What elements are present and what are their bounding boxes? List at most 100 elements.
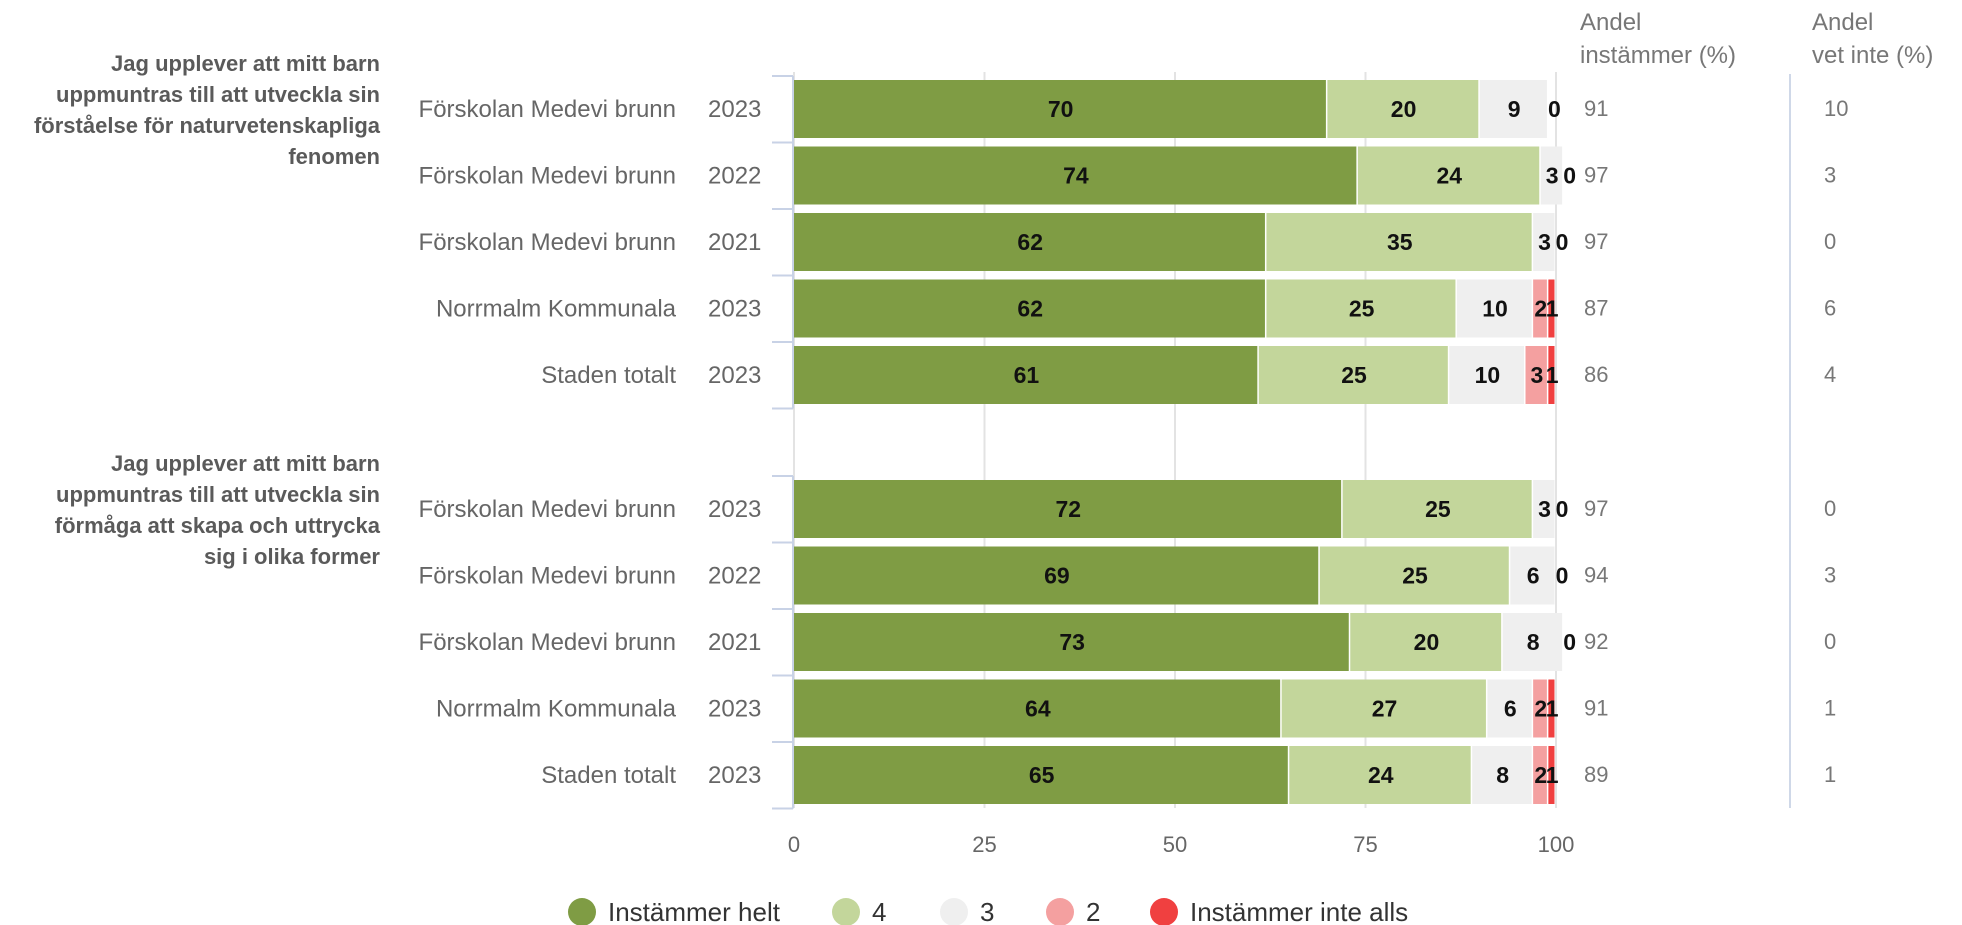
legend-label: 4 [872,897,886,925]
row-label: Förskolan Medevi brunn [419,629,676,656]
data-label: 0 [1556,229,1569,255]
dont-know-value: 0 [1824,229,1836,254]
legend-marker [568,898,596,925]
data-label: 24 [1437,163,1463,189]
data-label: 9 [1508,96,1521,122]
row-label: Förskolan Medevi brunn [419,163,676,190]
data-label: 73 [1059,629,1085,655]
row-year: 2023 [708,762,761,789]
bar-segment-2 [1357,146,1540,205]
data-label: 0 [1556,563,1569,589]
bar-segment-4 [1533,679,1547,738]
row-year: 2023 [708,296,761,323]
bar-segment-3 [1533,213,1555,271]
dont-know-value: 3 [1824,563,1836,588]
data-label: 6 [1527,563,1540,589]
data-label: 74 [1063,163,1089,189]
bar-segment-4 [1533,746,1547,804]
bar-segment-2 [1258,346,1448,404]
bar-segment-3 [1449,346,1525,404]
row-label: Norrmalm Kommunala [436,296,677,323]
legend-label: 2 [1086,897,1100,925]
bar-segment-3 [1487,679,1532,738]
data-label: 0 [1548,96,1561,122]
data-label: 8 [1527,629,1540,655]
question-label: förmåga att skapa och uttrycka [55,513,381,538]
data-label: 2 [1534,696,1547,722]
agree-column-header: Andel [1580,9,1641,36]
data-label: 1 [1546,696,1559,722]
dont-know-value: 6 [1824,296,1836,321]
x-tick-label: 50 [1163,832,1187,857]
agree-column-header: instämmer (%) [1580,42,1736,69]
data-label: 20 [1391,96,1417,122]
legend-label: 3 [980,897,994,925]
data-label: 1 [1546,362,1559,388]
x-tick-label: 25 [972,832,996,857]
row-label: Förskolan Medevi brunn [419,229,676,256]
data-label: 3 [1538,229,1551,255]
agree-value: 89 [1584,762,1608,787]
bar-segment-2 [1342,480,1532,538]
agree-value: 91 [1584,96,1608,121]
bar-segment-5 [1548,679,1555,738]
bar-segment-2 [1319,546,1509,605]
dont-know-column-header: Andel [1812,9,1873,36]
row-label: Staden totalt [541,762,676,789]
dont-know-value: 3 [1824,163,1836,188]
question-label: uppmuntras till att utveckla sin [56,82,380,107]
dont-know-value: 10 [1824,96,1848,121]
agree-value: 91 [1584,696,1608,721]
bar-segment-1 [794,279,1265,338]
bar-segment-1 [794,213,1265,271]
dont-know-column-header: vet inte (%) [1812,42,1933,69]
data-label: 0 [1563,163,1576,189]
data-label: 25 [1341,362,1367,388]
dont-know-value: 1 [1824,762,1836,787]
data-label: 10 [1475,362,1501,388]
row-year: 2023 [708,362,761,389]
data-label: 25 [1349,296,1375,322]
bar-segment-5 [1548,346,1555,404]
agree-value: 94 [1584,563,1608,588]
data-label: 62 [1017,296,1043,322]
bar-segment-1 [794,746,1288,804]
bar-segment-3 [1502,613,1563,671]
data-label: 27 [1372,696,1398,722]
bar-segment-3 [1472,746,1532,804]
x-tick-label: 0 [788,832,800,857]
bar-segment-1 [794,613,1349,671]
agree-value: 87 [1584,296,1608,321]
bar-segment-2 [1266,213,1532,271]
data-label: 35 [1387,229,1413,255]
question-label: Jag upplever att mitt barn [111,451,380,476]
data-label: 69 [1044,563,1070,589]
row-label: Förskolan Medevi brunn [419,496,676,523]
question-label: Jag upplever att mitt barn [111,51,380,76]
bar-segment-2 [1289,746,1471,804]
bar-segment-3 [1540,146,1563,205]
bar-segment-1 [794,480,1342,538]
row-year: 2021 [708,629,761,656]
dont-know-value: 0 [1824,496,1836,521]
bar-segment-1 [794,80,1326,138]
bar-segment-3 [1510,546,1555,605]
legend-label: Instämmer inte alls [1190,897,1408,925]
data-label: 0 [1556,496,1569,522]
bar-segment-2 [1350,613,1502,671]
row-year: 2022 [708,563,761,590]
bar-segment-2 [1281,679,1486,738]
question-label: förståelse för naturvetenskapliga [34,113,381,138]
bar-segment-5 [1548,746,1555,804]
question-label: sig i olika former [204,544,380,569]
dont-know-value: 4 [1824,362,1836,387]
agree-value: 97 [1584,229,1608,254]
bar-segment-1 [794,146,1357,205]
data-label: 24 [1368,762,1394,788]
agree-value: 97 [1584,163,1608,188]
data-label: 64 [1025,696,1051,722]
data-label: 1 [1546,762,1559,788]
bar-segment-1 [794,546,1319,605]
data-label: 1 [1546,296,1559,322]
